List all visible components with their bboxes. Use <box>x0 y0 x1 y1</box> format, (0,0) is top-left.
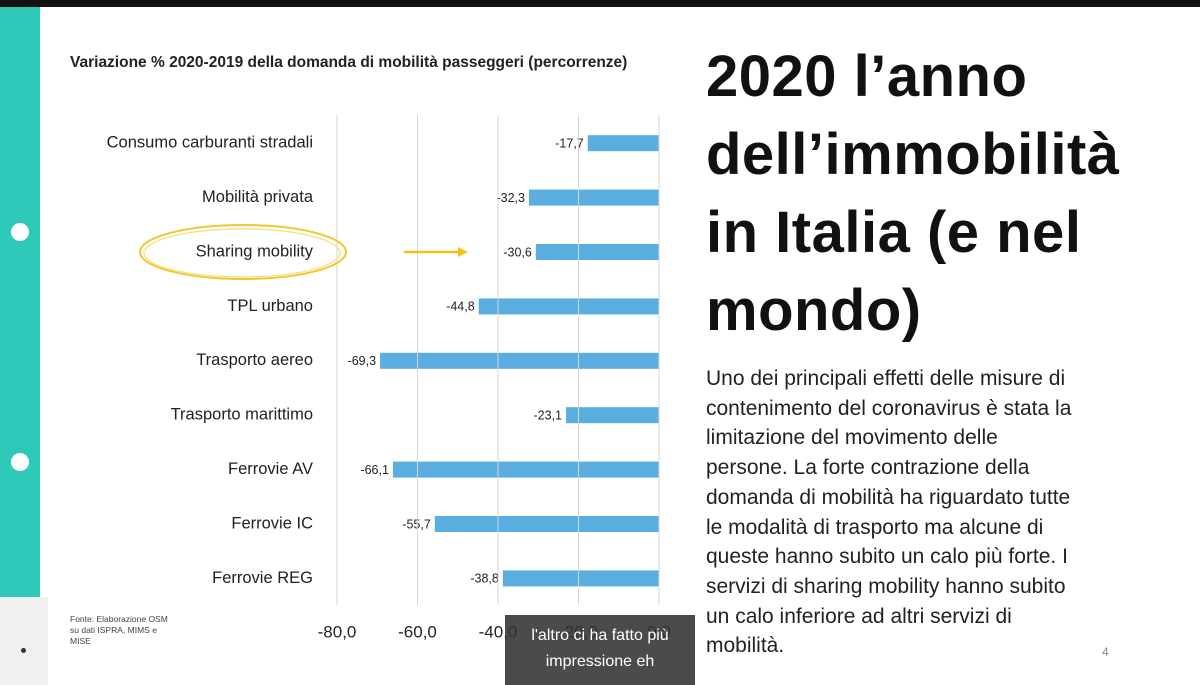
corner-dot <box>21 648 26 653</box>
arrow-head <box>458 247 468 257</box>
source-note: Fonte: Elaborazione OSM su dati ISPRA, M… <box>70 614 168 646</box>
heading-line: 2020 l’anno <box>706 44 1028 109</box>
value-label: -30,6 <box>503 245 532 259</box>
page-number: 4 <box>1102 645 1109 659</box>
slide-heading: 2020 l’anno dell’immobilità in Italia (e n… <box>706 38 1120 350</box>
strip-dot <box>11 453 29 471</box>
category-label: Trasporto aereo <box>196 351 313 369</box>
category-label: Ferrovie IC <box>231 514 313 532</box>
body-line: contenimento del coronavirus è stata la <box>706 396 1072 420</box>
body-line: un calo inferiore ad altri servizi di <box>706 604 1012 628</box>
subtitle-line: l'altro ci ha fatto più <box>531 627 669 644</box>
body-line: queste hanno subito un calo più forte. I <box>706 545 1068 569</box>
chart: -38,8 Ferrovie REG -55,7 Ferrovie IC -66,1 Fe… <box>107 115 671 641</box>
category-label: Sharing mobility <box>196 242 314 260</box>
category-label: Ferrovie REG <box>212 569 313 587</box>
x-tick-label: -60,0 <box>398 622 437 641</box>
body-line: domanda di mobilità ha riguardato tutte <box>706 485 1071 509</box>
video-subtitle: l'altro ci ha fatto più impressione eh <box>505 615 695 685</box>
category-label: Trasporto marittimo <box>171 406 313 424</box>
bar <box>392 461 659 478</box>
category-label: Consumo carburanti stradali <box>107 134 313 152</box>
subtitle-line: impressione eh <box>545 653 655 670</box>
bar <box>478 298 659 315</box>
category-label: TPL urbano <box>227 297 313 315</box>
bar <box>535 244 659 260</box>
category-label: Mobilità privata <box>202 188 314 206</box>
value-label: -55,7 <box>402 517 431 531</box>
value-label: -17,7 <box>555 136 584 150</box>
heading-line: dell’immobilità <box>706 122 1120 187</box>
strip-dot <box>11 223 29 241</box>
top-bar <box>0 0 1200 7</box>
body-line: servizi di sharing mobility hanno subito <box>706 574 1066 598</box>
value-label: -66,1 <box>360 463 389 477</box>
body-line: Uno dei principali effetti delle misure … <box>706 367 1066 390</box>
bar <box>566 407 659 424</box>
category-label: Ferrovie AV <box>228 460 313 478</box>
bar <box>502 570 659 587</box>
bar <box>587 135 659 152</box>
corner-panel <box>0 597 48 685</box>
value-label: -32,3 <box>496 191 525 205</box>
bar <box>528 189 659 206</box>
value-label: -69,3 <box>348 354 377 368</box>
body-line: mobilità. <box>706 634 785 658</box>
highlight-ellipse <box>143 228 341 278</box>
heading-line: mondo) <box>706 278 922 343</box>
value-label: -23,1 <box>534 408 563 422</box>
body-line: persone. La forte contrazione della <box>706 456 1030 480</box>
x-tick-label: -80,0 <box>318 622 357 641</box>
body-line: le modalità di trasporto ma alcune di <box>706 515 1044 539</box>
bar <box>380 352 659 369</box>
side-strip <box>0 7 40 597</box>
value-label: -44,8 <box>446 300 475 314</box>
bar <box>434 516 659 532</box>
heading-line: in Italia (e nel <box>706 200 1082 265</box>
value-label: -38,8 <box>470 572 499 586</box>
slide-body: Uno dei principali effetti delle misure … <box>706 364 1071 661</box>
body-line: limitazione del movimento delle <box>706 426 998 450</box>
chart-title: Variazione % 2020-2019 della domanda di … <box>70 54 628 71</box>
highlight-ellipse <box>139 224 347 280</box>
